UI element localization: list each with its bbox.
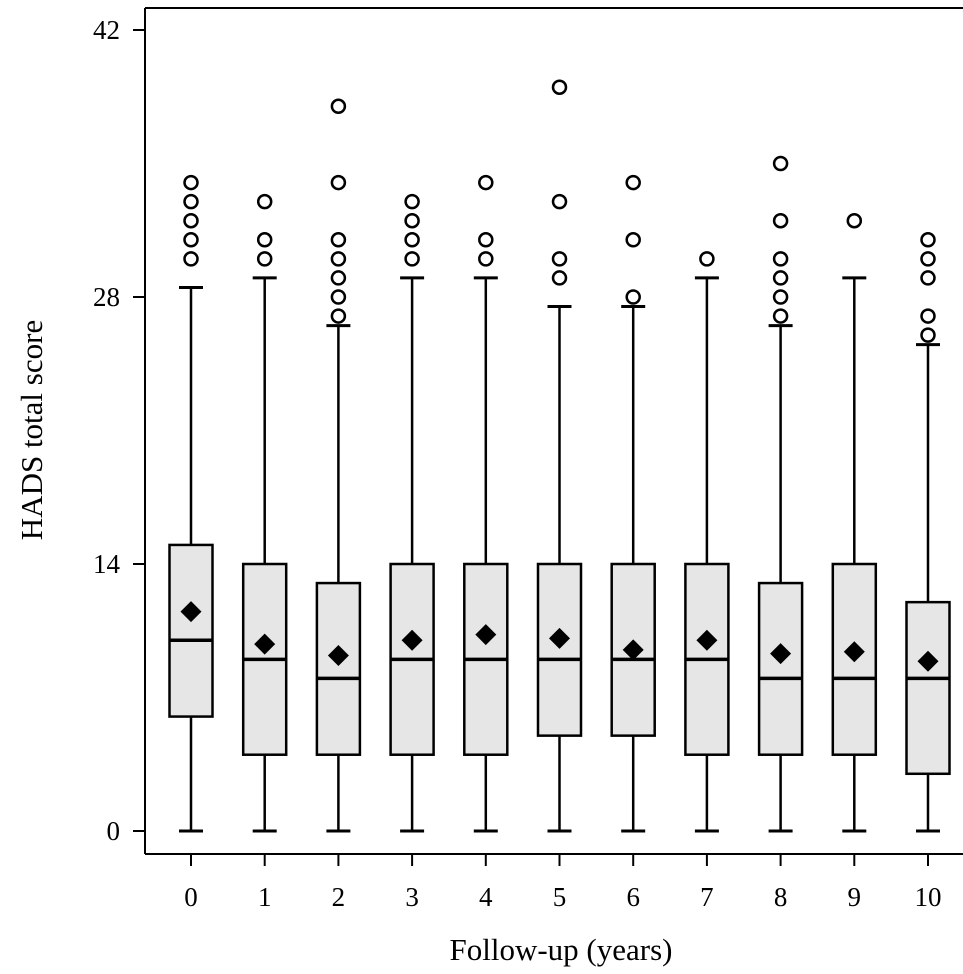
x-tick-label: 3 [405, 882, 419, 912]
x-tick-label: 9 [848, 882, 862, 912]
outlier-point [551, 270, 568, 286]
mean-marker [622, 639, 644, 661]
outlier-point [256, 193, 273, 210]
outlier-point [478, 174, 494, 191]
outlier-point [330, 308, 347, 324]
outlier-point [625, 289, 641, 305]
outlier-point [330, 98, 347, 115]
x-tick-label: 10 [915, 882, 942, 912]
outlier-point [920, 251, 936, 267]
x-tick-label: 6 [626, 882, 640, 912]
outlier-point [551, 251, 568, 267]
outlier-point [920, 308, 936, 324]
outlier-point [772, 155, 789, 172]
outlier-point [551, 193, 568, 210]
outlier-point [920, 327, 936, 343]
box-group-5 [536, 79, 583, 833]
box-group-8 [757, 155, 804, 833]
outlier-point [183, 232, 199, 248]
outlier-point [256, 251, 273, 267]
mean-marker [475, 624, 497, 646]
x-tick-label: 4 [479, 882, 493, 912]
outlier-point [551, 79, 568, 95]
x-tick-label: 0 [184, 882, 198, 912]
axes [144, 7, 963, 855]
y-axis-title: HADS total score [14, 320, 49, 540]
x-tick-label: 1 [258, 882, 272, 912]
outlier-point [772, 251, 789, 267]
box-group-10 [905, 232, 951, 833]
outlier-point [772, 308, 789, 324]
outlier-point [772, 270, 789, 286]
mean-marker [696, 629, 718, 651]
box-iqr [536, 562, 583, 737]
y-tick-label: 28 [93, 282, 120, 312]
outlier-point [625, 232, 641, 248]
x-ticks: 0 1 2 3 4 5 6 7 8 9 10 [184, 854, 942, 912]
y-tick-label: 14 [93, 549, 121, 579]
mean-marker [327, 645, 349, 667]
x-axis-title: Follow-up (years) [450, 932, 673, 967]
outlier-point [330, 289, 347, 305]
outlier-point [920, 232, 936, 248]
outlier-point [920, 270, 936, 286]
outlier-point [478, 232, 494, 248]
x-tick-label: 2 [332, 882, 346, 912]
mean-marker [843, 641, 865, 663]
outlier-point [625, 174, 641, 191]
y-ticks: 0 14 28 42 [93, 15, 145, 846]
box-group-6 [610, 174, 656, 833]
x-tick-label: 7 [700, 882, 714, 912]
x-tick-label: 8 [774, 882, 788, 912]
mean-marker [917, 650, 939, 672]
y-tick-label: 0 [107, 816, 121, 846]
mean-marker [770, 643, 792, 665]
outlier-point [478, 251, 494, 267]
mean-marker [401, 629, 423, 651]
outlier-point [183, 193, 199, 210]
y-tick-label: 42 [93, 15, 120, 45]
outlier-point [404, 232, 420, 248]
outlier-point [404, 251, 420, 267]
outlier-point [256, 232, 273, 248]
mean-marker [254, 633, 276, 655]
boxes [168, 79, 951, 833]
outlier-point [183, 174, 199, 191]
x-tick-label: 5 [553, 882, 567, 912]
outlier-point [404, 212, 420, 229]
box-group-9 [831, 212, 878, 833]
box-iqr [905, 600, 951, 776]
box-iqr [757, 581, 804, 756]
outlier-point [330, 174, 347, 191]
outlier-point [330, 232, 347, 248]
mean-marker [549, 627, 570, 649]
outlier-point [772, 212, 789, 229]
box-group-7 [684, 251, 730, 833]
outlier-point [699, 251, 715, 267]
mean-marker [180, 601, 202, 623]
outlier-point [183, 212, 199, 229]
box-group-1 [241, 193, 288, 833]
outlier-point [330, 270, 347, 286]
outlier-point [404, 193, 420, 210]
box-group-3 [389, 193, 435, 833]
outlier-point [772, 289, 789, 305]
box-group-4 [463, 174, 509, 833]
outlier-point [846, 212, 863, 229]
box-iqr [168, 543, 214, 718]
box-group-0 [168, 174, 214, 833]
box-iqr [315, 581, 362, 756]
outlier-point [183, 251, 199, 267]
box-group-2 [315, 98, 362, 833]
outlier-point [330, 251, 347, 267]
